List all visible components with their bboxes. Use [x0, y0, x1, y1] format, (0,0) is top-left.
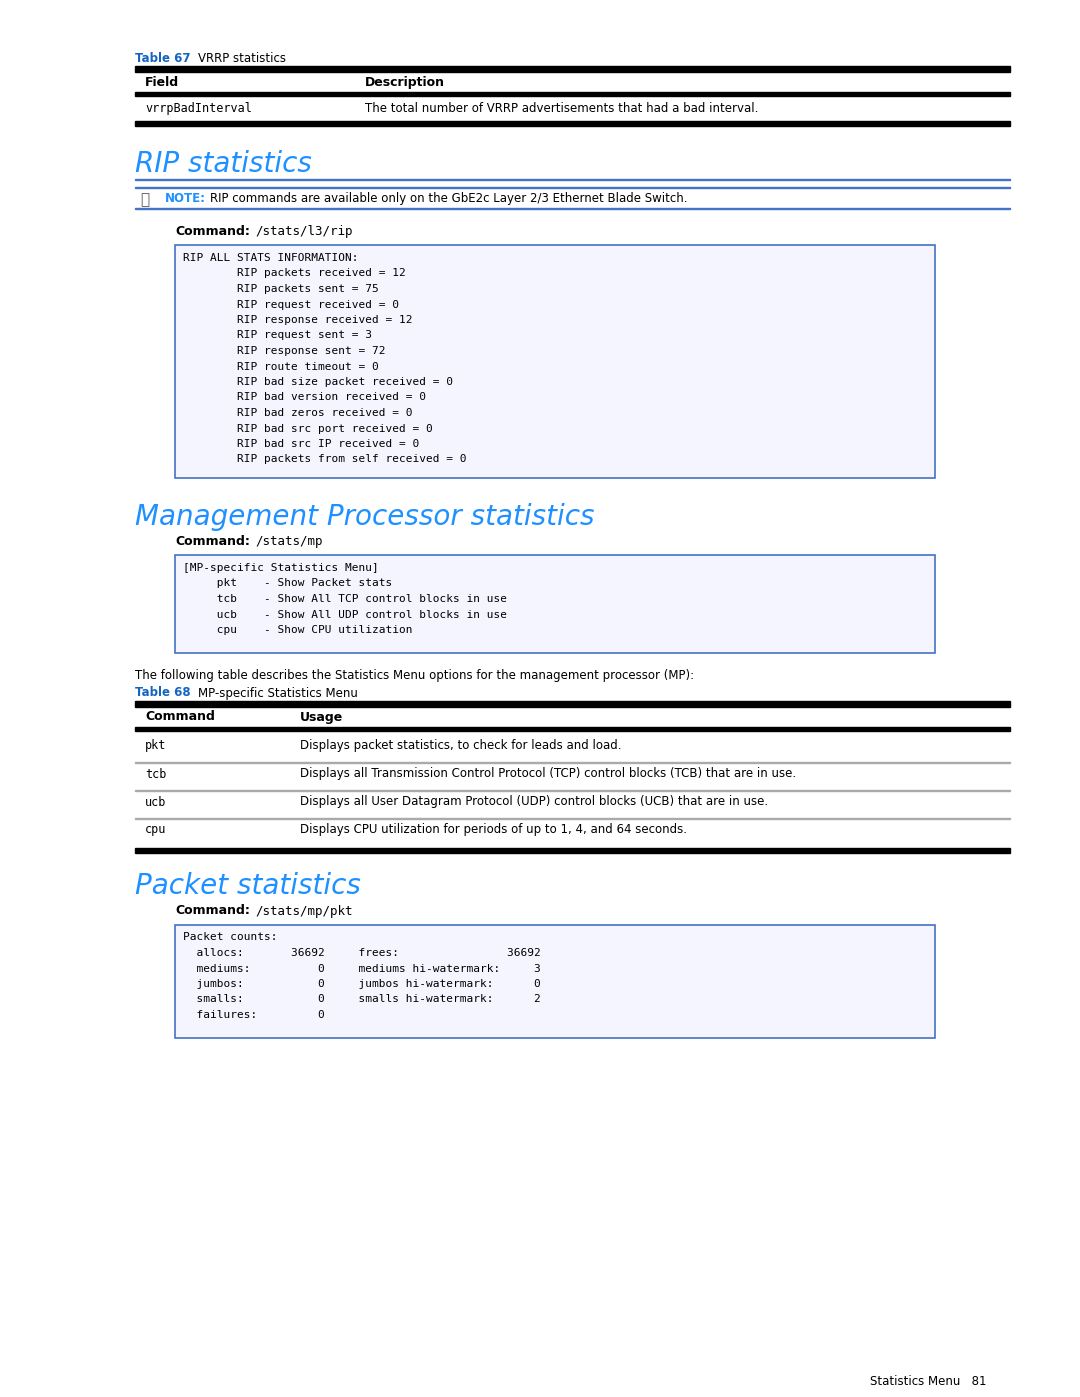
Text: RIP bad zeros received = 0: RIP bad zeros received = 0 [183, 408, 413, 418]
Bar [135, 122, 1010, 126]
Bar [135, 848, 1010, 852]
FancyBboxPatch shape [175, 925, 935, 1038]
Text: /stats/mp/pkt: /stats/mp/pkt [255, 904, 352, 918]
Text: Table 68: Table 68 [135, 686, 191, 700]
Text: RIP bad src port received = 0: RIP bad src port received = 0 [183, 423, 433, 433]
Text: Usage: Usage [300, 711, 343, 724]
Text: ⌕: ⌕ [140, 191, 149, 207]
Text: Statistics Menu   81: Statistics Menu 81 [870, 1375, 986, 1389]
Text: [MP-specific Statistics Menu]: [MP-specific Statistics Menu] [183, 563, 379, 573]
Text: Table 67: Table 67 [135, 52, 190, 66]
Bar [135, 179, 1010, 180]
Text: Command:: Command: [175, 225, 249, 237]
Text: RIP request received = 0: RIP request received = 0 [183, 299, 399, 310]
Text: Packet counts:: Packet counts: [183, 933, 278, 943]
Text: Displays all User Datagram Protocol (UDP) control blocks (UCB) that are in use.: Displays all User Datagram Protocol (UDP… [300, 795, 768, 809]
Text: RIP route timeout = 0: RIP route timeout = 0 [183, 362, 379, 372]
Text: RIP request sent = 3: RIP request sent = 3 [183, 331, 372, 341]
Text: RIP bad src IP received = 0: RIP bad src IP received = 0 [183, 439, 419, 448]
Text: RIP commands are available only on the GbE2c Layer 2/3 Ethernet Blade Switch.: RIP commands are available only on the G… [210, 191, 688, 205]
Text: pkt: pkt [145, 739, 166, 753]
Text: smalls:           0     smalls hi-watermark:      2: smalls: 0 smalls hi-watermark: 2 [183, 995, 541, 1004]
Text: mediums:          0     mediums hi-watermark:     3: mediums: 0 mediums hi-watermark: 3 [183, 964, 541, 974]
FancyBboxPatch shape [175, 244, 935, 478]
Text: RIP bad size packet received = 0: RIP bad size packet received = 0 [183, 377, 453, 387]
Text: RIP statistics: RIP statistics [135, 149, 312, 177]
Text: /stats/l3/rip: /stats/l3/rip [255, 225, 352, 237]
Text: RIP packets received = 12: RIP packets received = 12 [183, 268, 406, 278]
Text: tcb: tcb [145, 767, 166, 781]
Text: RIP response sent = 72: RIP response sent = 72 [183, 346, 386, 356]
Text: Command:: Command: [175, 535, 249, 548]
Text: The following table describes the Statistics Menu options for the management pro: The following table describes the Statis… [135, 669, 694, 682]
Text: vrrpBadInterval: vrrpBadInterval [145, 102, 252, 115]
Text: RIP bad version received = 0: RIP bad version received = 0 [183, 393, 426, 402]
Bar [135, 726, 1010, 731]
Text: Displays CPU utilization for periods of up to 1, 4, and 64 seconds.: Displays CPU utilization for periods of … [300, 823, 687, 837]
Text: Management Processor statistics: Management Processor statistics [135, 503, 594, 531]
Text: Description: Description [365, 75, 445, 89]
Text: Command: Command [145, 711, 215, 724]
Bar [135, 208, 1010, 210]
Text: MP-specific Statistics Menu: MP-specific Statistics Menu [198, 686, 357, 700]
Text: jumbos:           0     jumbos hi-watermark:      0: jumbos: 0 jumbos hi-watermark: 0 [183, 979, 541, 989]
Text: Field: Field [145, 75, 179, 89]
Text: cpu    - Show CPU utilization: cpu - Show CPU utilization [183, 624, 413, 636]
Text: Packet statistics: Packet statistics [135, 873, 361, 901]
Text: NOTE:: NOTE: [165, 191, 206, 205]
Text: failures:         0: failures: 0 [183, 1010, 325, 1020]
Text: RIP ALL STATS INFORMATION:: RIP ALL STATS INFORMATION: [183, 253, 359, 263]
Text: VRRP statistics: VRRP statistics [198, 52, 286, 66]
Bar [135, 700, 1010, 707]
Text: Command:: Command: [175, 904, 249, 918]
Bar [135, 92, 1010, 96]
Bar [135, 66, 1010, 73]
Text: pkt    - Show Packet stats: pkt - Show Packet stats [183, 578, 392, 588]
Bar [135, 187, 1010, 189]
Text: Displays all Transmission Control Protocol (TCP) control blocks (TCB) that are i: Displays all Transmission Control Protoc… [300, 767, 796, 781]
Text: /stats/mp: /stats/mp [255, 535, 323, 548]
Text: allocs:       36692     frees:                36692: allocs: 36692 frees: 36692 [183, 949, 541, 958]
Text: RIP packets from self received = 0: RIP packets from self received = 0 [183, 454, 467, 464]
Text: cpu: cpu [145, 823, 166, 837]
Text: tcb    - Show All TCP control blocks in use: tcb - Show All TCP control blocks in use [183, 594, 507, 604]
Text: RIP packets sent = 75: RIP packets sent = 75 [183, 284, 379, 293]
Text: Displays packet statistics, to check for leads and load.: Displays packet statistics, to check for… [300, 739, 621, 753]
FancyBboxPatch shape [175, 555, 935, 652]
Text: ucb    - Show All UDP control blocks in use: ucb - Show All UDP control blocks in use [183, 609, 507, 619]
Text: RIP response received = 12: RIP response received = 12 [183, 314, 413, 326]
Text: The total number of VRRP advertisements that had a bad interval.: The total number of VRRP advertisements … [365, 102, 758, 115]
Text: ucb: ucb [145, 795, 166, 809]
